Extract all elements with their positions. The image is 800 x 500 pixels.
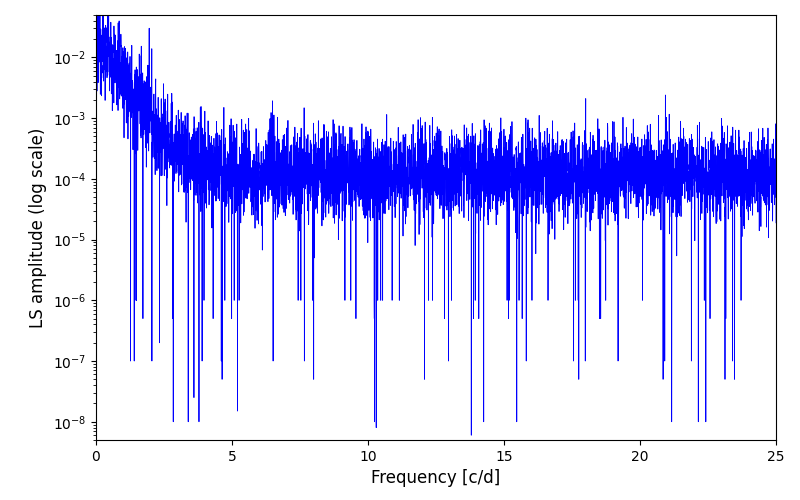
Y-axis label: LS amplitude (log scale): LS amplitude (log scale) bbox=[30, 128, 47, 328]
X-axis label: Frequency [c/d]: Frequency [c/d] bbox=[371, 470, 501, 488]
